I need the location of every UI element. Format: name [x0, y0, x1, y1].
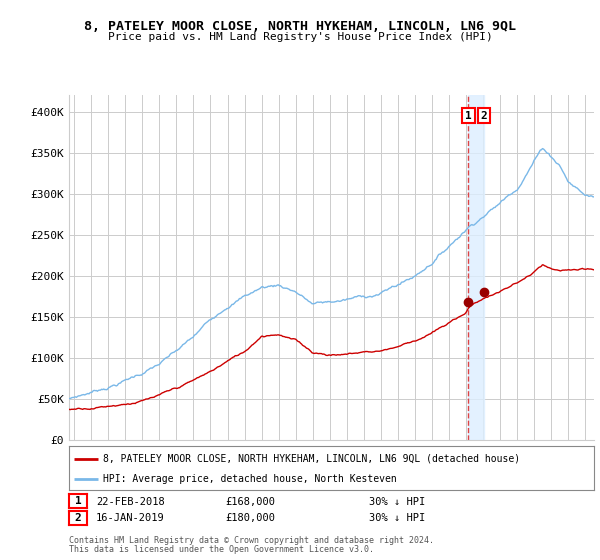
Text: 30% ↓ HPI: 30% ↓ HPI: [369, 497, 425, 507]
Text: 1: 1: [465, 111, 472, 121]
Text: 30% ↓ HPI: 30% ↓ HPI: [369, 513, 425, 523]
Text: HPI: Average price, detached house, North Kesteven: HPI: Average price, detached house, Nort…: [103, 474, 397, 484]
Text: 2: 2: [481, 111, 487, 121]
Bar: [469, 95, 484, 440]
Text: Contains HM Land Registry data © Crown copyright and database right 2024.: Contains HM Land Registry data © Crown c…: [69, 536, 434, 545]
Text: 8, PATELEY MOOR CLOSE, NORTH HYKEHAM, LINCOLN, LN6 9QL: 8, PATELEY MOOR CLOSE, NORTH HYKEHAM, LI…: [84, 20, 516, 32]
Text: This data is licensed under the Open Government Licence v3.0.: This data is licensed under the Open Gov…: [69, 545, 374, 554]
Text: 1: 1: [74, 497, 82, 506]
Text: £180,000: £180,000: [225, 513, 275, 523]
Text: 16-JAN-2019: 16-JAN-2019: [96, 513, 165, 523]
Text: 2: 2: [74, 513, 82, 522]
Text: 8, PATELEY MOOR CLOSE, NORTH HYKEHAM, LINCOLN, LN6 9QL (detached house): 8, PATELEY MOOR CLOSE, NORTH HYKEHAM, LI…: [103, 454, 520, 464]
Text: 22-FEB-2018: 22-FEB-2018: [96, 497, 165, 507]
Text: Price paid vs. HM Land Registry's House Price Index (HPI): Price paid vs. HM Land Registry's House …: [107, 32, 493, 42]
Text: £168,000: £168,000: [225, 497, 275, 507]
